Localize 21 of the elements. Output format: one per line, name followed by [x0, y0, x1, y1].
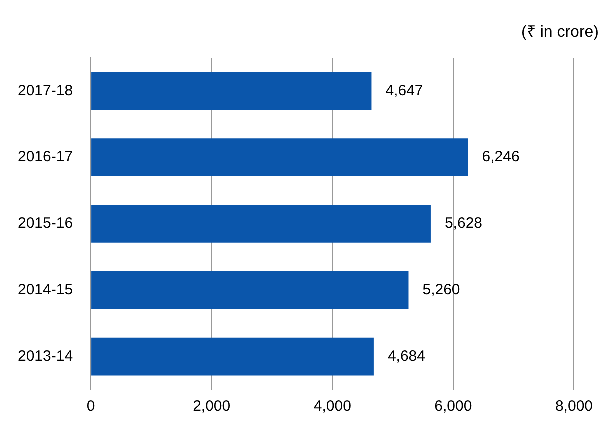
data-label: 6,246: [482, 148, 520, 166]
bar: [92, 72, 372, 110]
y-tick-label: 2017-18: [18, 82, 74, 100]
data-label: 4,684: [388, 348, 426, 365]
bar: [92, 205, 431, 243]
y-tick-label: 2016-17: [18, 148, 74, 166]
x-tick-label: 4,000: [314, 398, 352, 416]
x-tick-label: 6,000: [434, 398, 472, 416]
bar: [92, 338, 374, 376]
y-tick-label: 2014-15: [18, 282, 74, 299]
y-tick-label: 2013-14: [18, 348, 74, 365]
bar: [92, 138, 468, 177]
bar: [92, 271, 409, 310]
x-tick-label: 2,000: [193, 398, 231, 416]
y-tick-label: 2015-16: [18, 215, 74, 232]
text: (₹ in crore): [522, 23, 599, 42]
x-tick-label: 0: [86, 398, 96, 416]
data-label: 4,647: [386, 82, 424, 100]
x-tick-label: 8,000: [555, 398, 594, 416]
data-label: 5,628: [444, 215, 483, 232]
data-label: 5,260: [422, 282, 460, 299]
